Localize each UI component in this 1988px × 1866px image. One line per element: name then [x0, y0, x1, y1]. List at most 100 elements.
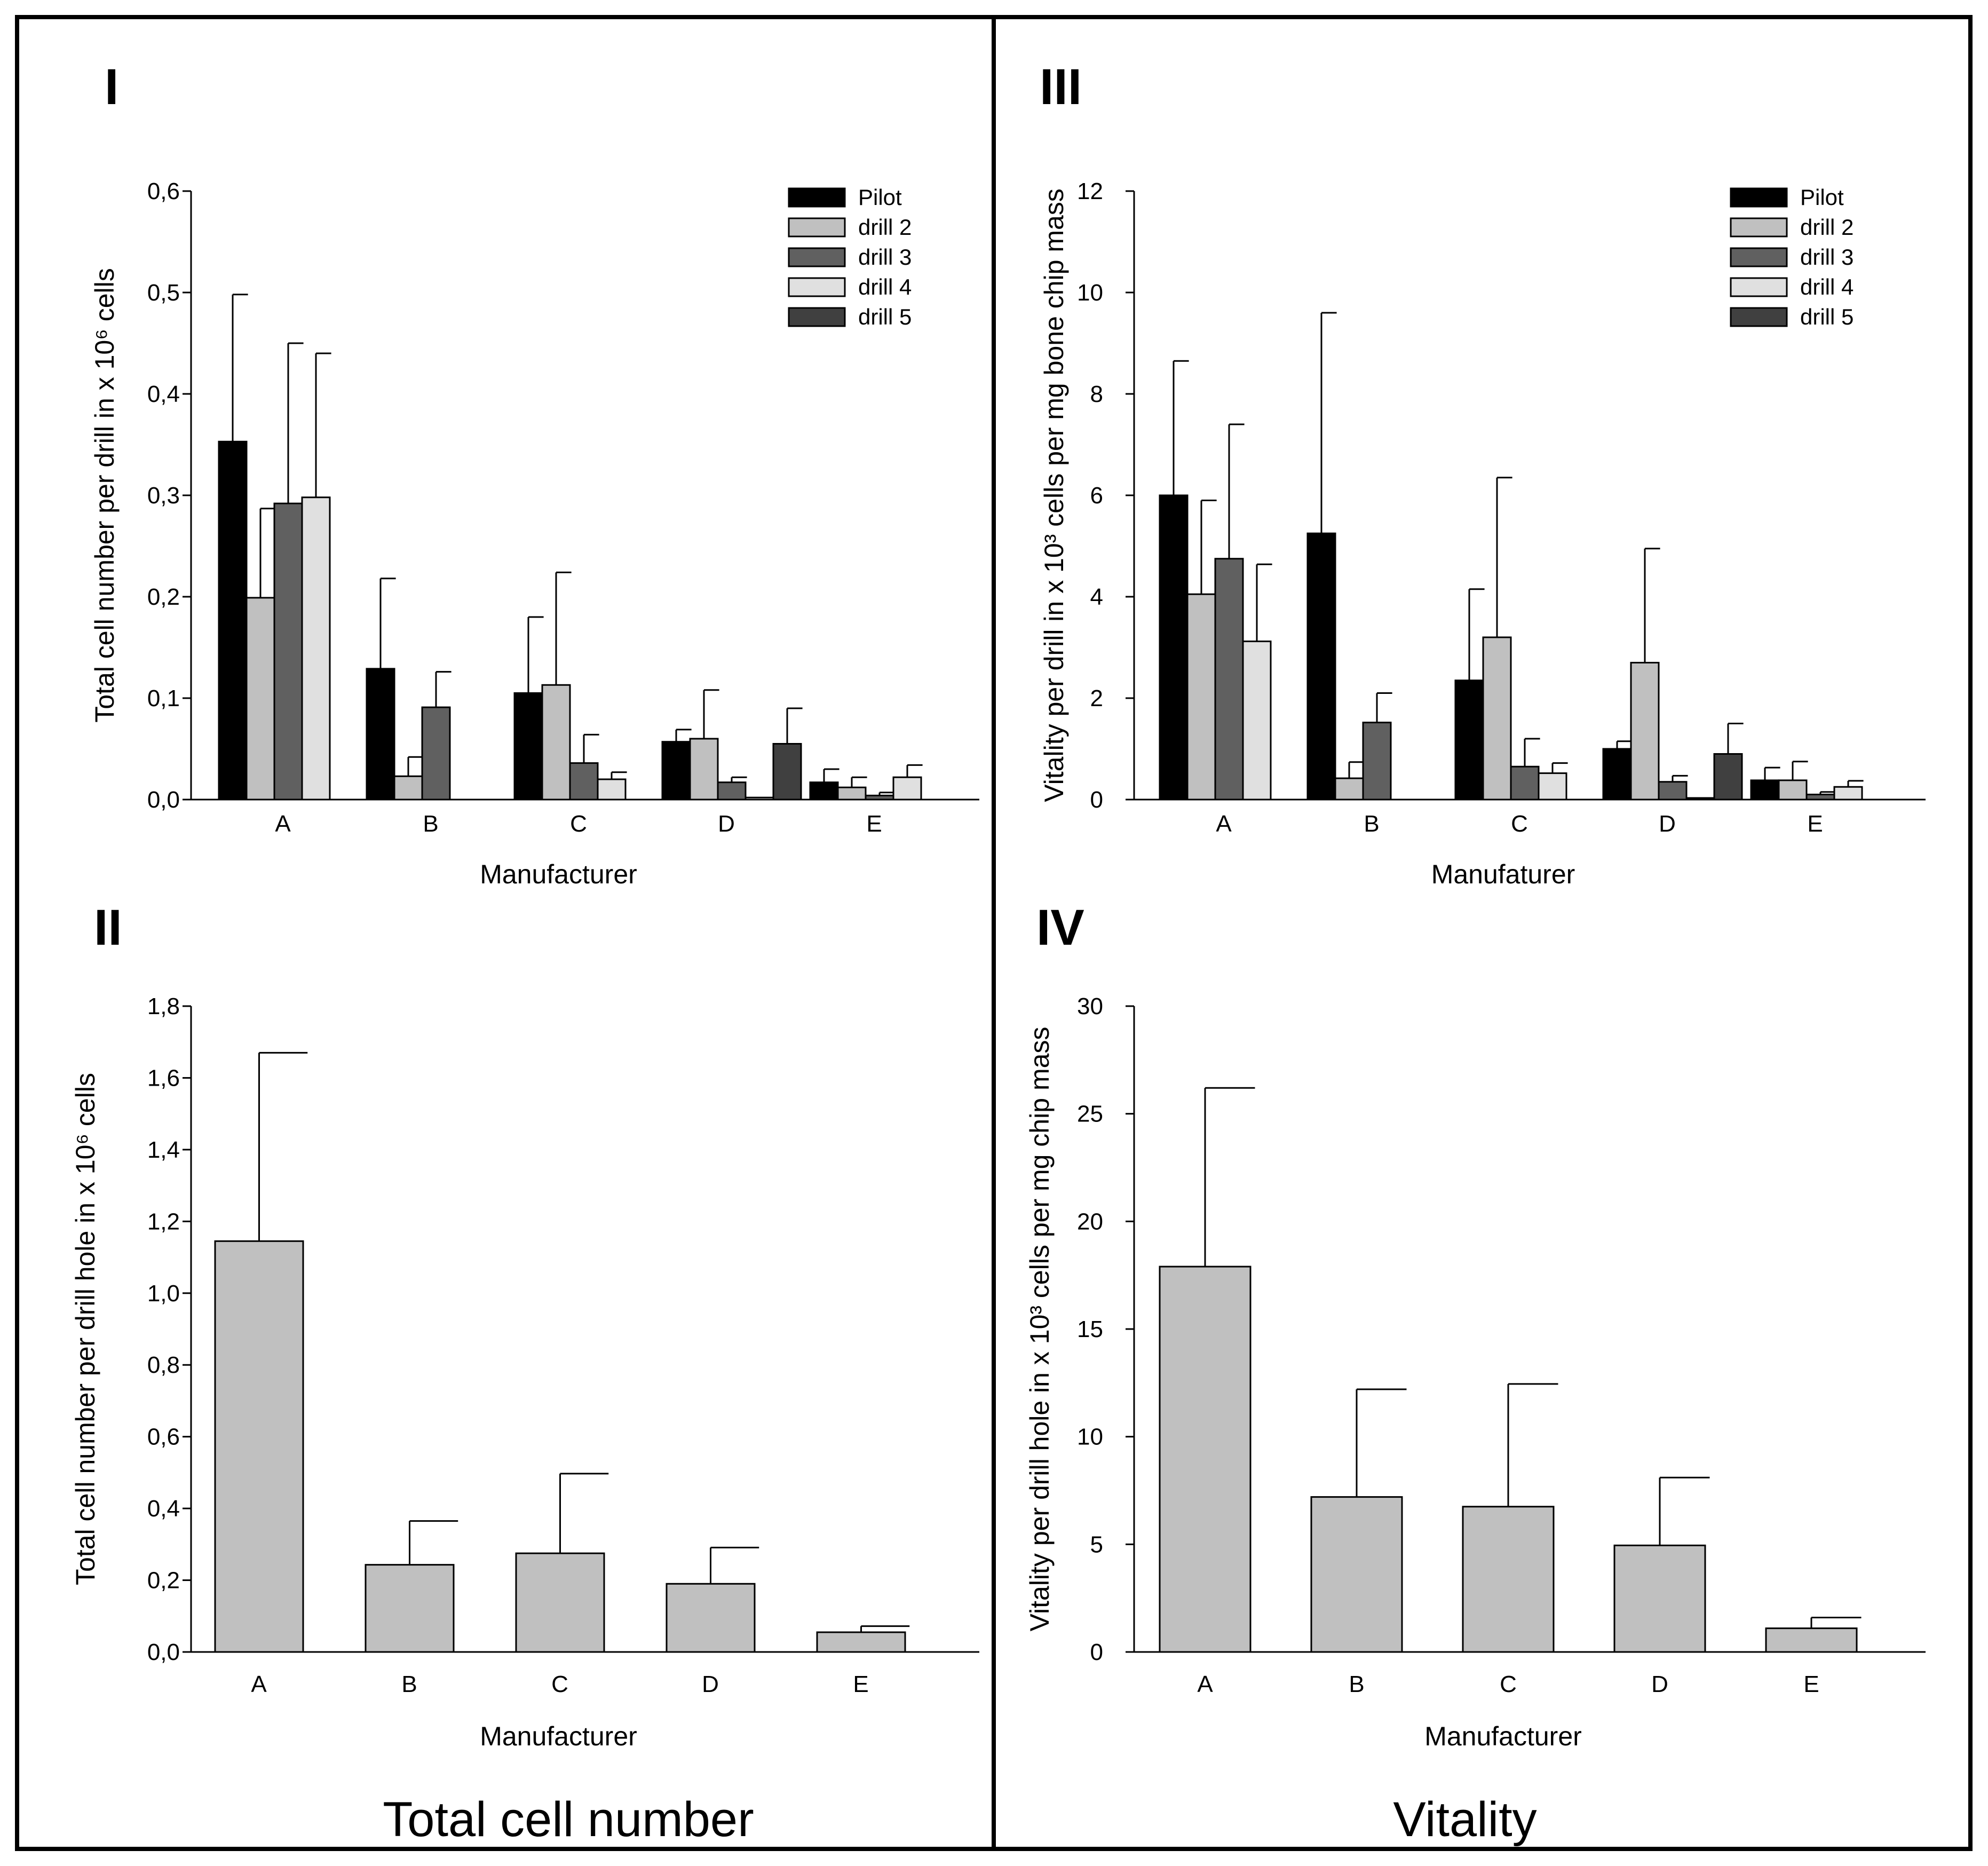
bar [717, 781, 747, 801]
y-tick-label: 0,8 [147, 1352, 180, 1378]
bar [393, 775, 423, 801]
panel-label-iii: III [1040, 59, 1082, 115]
y-tick-label: 0,6 [147, 178, 180, 204]
y-tick-label: 15 [1077, 1316, 1103, 1342]
x-tick-label: D [1659, 811, 1676, 837]
x-tick-label: D [1651, 1671, 1668, 1697]
bar [1462, 1506, 1555, 1653]
x-tick-label: C [551, 1671, 568, 1697]
bar [365, 1564, 455, 1653]
bar [661, 741, 691, 801]
y-axis-title: Total cell number per drill in x 10⁶ cel… [90, 268, 120, 723]
y-tick-label: 30 [1077, 993, 1103, 1019]
y-tick-label: 12 [1077, 178, 1103, 204]
chart-panel-iv: 0 5 10 15 20 25 30 A B C D E Manufacturer Vitality pe… [1025, 993, 1926, 1751]
legend-swatch [788, 217, 846, 238]
y-tick-label: 10 [1077, 1424, 1103, 1450]
panel-label-iv: IV [1036, 899, 1084, 956]
y-tick-label: 0,4 [147, 1496, 180, 1522]
bar [1186, 593, 1216, 801]
x-tick-label: C [570, 811, 587, 837]
bar [515, 1552, 605, 1653]
x-tick-label: D [718, 811, 735, 837]
y-tick-label: 0,5 [147, 280, 180, 306]
bar [809, 781, 839, 801]
y-tick-label: 5 [1090, 1531, 1103, 1557]
x-tick-label: C [1500, 1671, 1517, 1697]
bar [1833, 786, 1863, 801]
bar [1630, 662, 1660, 801]
right-frame [992, 15, 1973, 1851]
legend-label: drill 3 [1800, 244, 1854, 270]
bar [1538, 772, 1567, 801]
legend-swatch [1730, 187, 1788, 208]
bar [1482, 636, 1512, 801]
x-tick-label: D [702, 1671, 719, 1697]
legend-label: drill 5 [1800, 304, 1854, 329]
legend-swatch [1730, 277, 1788, 297]
bar [1765, 1627, 1858, 1653]
bar [301, 496, 331, 801]
bar [245, 597, 275, 801]
bar [1613, 1544, 1706, 1653]
y-tick-label: 1,2 [147, 1208, 180, 1235]
x-tick-label: B [423, 811, 438, 837]
x-tick-label: E [1807, 811, 1823, 837]
y-tick-label: 25 [1077, 1101, 1103, 1127]
bar [666, 1583, 756, 1653]
y-tick-label: 0 [1090, 1639, 1103, 1665]
y-tick-label: 0,4 [147, 381, 180, 407]
legend-swatch [788, 187, 846, 208]
legend-label: drill 5 [858, 304, 912, 329]
y-tick-label: 0,1 [147, 685, 180, 711]
bar [689, 738, 719, 801]
x-tick-label: E [1803, 1671, 1819, 1697]
bar [513, 692, 543, 801]
y-tick-label: 4 [1090, 584, 1103, 610]
bar [366, 668, 395, 801]
bar [1306, 532, 1336, 801]
legend-label: Pilot [1800, 185, 1844, 210]
y-axis-title: Total cell number per drill hole in x 10… [70, 1073, 100, 1585]
bar [421, 706, 451, 801]
bar [541, 684, 571, 801]
bar [744, 796, 774, 801]
legend-swatch [1730, 307, 1788, 327]
bar [597, 778, 627, 801]
x-axis-title: Manufacturer [1424, 1721, 1582, 1751]
chart-panel-iii: 0 2 4 6 8 10 12 A B C D E Manufaturer Vitality per dr… [1039, 178, 1926, 889]
x-axis-title: Manufacturer [480, 1721, 637, 1751]
legend-swatch [1730, 247, 1788, 267]
bar [1159, 494, 1189, 801]
legend-swatch [788, 247, 846, 267]
y-tick-label: 0,3 [147, 483, 180, 509]
x-tick-label: E [866, 811, 882, 837]
y-tick-label: 1,6 [147, 1065, 180, 1091]
bar [892, 776, 922, 801]
x-tick-label: A [275, 811, 291, 837]
bar [1454, 679, 1484, 801]
x-tick-label: B [1364, 811, 1379, 837]
y-tick-label: 8 [1090, 381, 1103, 407]
y-tick-label: 6 [1090, 483, 1103, 509]
chart-panel-ii: 0,0 0,2 0,4 0,6 0,8 1,0 1,2 1,4 1,6 1,8 A B C D E Manuf… [70, 993, 979, 1751]
bar [1242, 641, 1272, 801]
bar [1602, 748, 1632, 801]
legend-swatch [1730, 217, 1788, 238]
panel-label-i: I [105, 59, 118, 115]
legend-swatch [788, 277, 846, 297]
y-tick-label: 0 [1090, 787, 1103, 813]
y-tick-label: 0,2 [147, 584, 180, 610]
x-tick-label: A [1197, 1671, 1213, 1697]
y-tick-label: 0,0 [147, 1639, 180, 1665]
bar [1658, 781, 1688, 801]
y-tick-label: 0,6 [147, 1424, 180, 1450]
legend-swatch [788, 307, 846, 327]
legend-label: Pilot [858, 185, 902, 210]
x-tick-label: A [251, 1671, 267, 1697]
legend-label: drill 4 [858, 274, 912, 299]
y-axis-title: Vitality per drill in x 10³ cells per mg… [1039, 188, 1069, 802]
caption-total-cell-number: Total cell number [383, 1792, 754, 1847]
y-tick-label: 2 [1090, 685, 1103, 711]
